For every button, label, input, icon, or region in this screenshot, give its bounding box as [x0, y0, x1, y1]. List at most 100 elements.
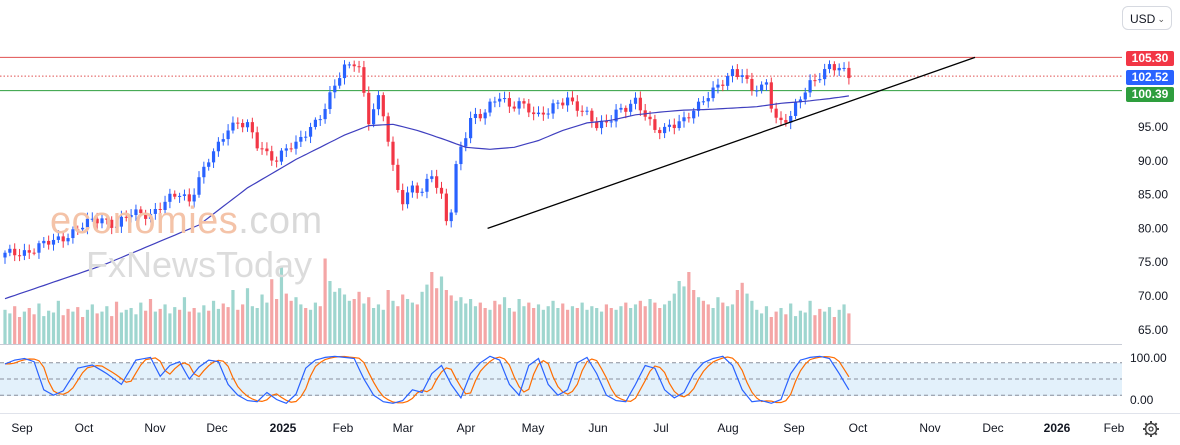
candle: [556, 99, 560, 110]
candle-body: [260, 148, 264, 150]
candle: [22, 243, 26, 261]
candlestick-series: [3, 60, 851, 264]
candle: [522, 98, 526, 109]
candle-body: [294, 141, 298, 149]
candle: [245, 119, 250, 132]
candle: [837, 63, 841, 77]
candle: [284, 144, 288, 158]
volume-bar: [391, 300, 395, 344]
gear-icon[interactable]: [1141, 419, 1161, 439]
candle-body: [551, 103, 555, 114]
volume-bar: [561, 303, 565, 344]
volume-bar: [672, 293, 676, 344]
candle-body: [158, 209, 162, 211]
volume-bar: [37, 303, 41, 344]
candle-body: [677, 121, 681, 129]
candle-body: [614, 109, 618, 122]
candle-body: [527, 103, 531, 113]
watermark-fxnewstoday: FxNewsToday: [86, 244, 313, 285]
candle: [507, 91, 511, 113]
volume-bar: [624, 302, 628, 344]
volume-bar: [803, 312, 807, 344]
volume-bar: [139, 302, 143, 344]
candle: [333, 79, 337, 99]
chevron-down-icon: ⌄: [1157, 14, 1165, 24]
volume-bar: [178, 309, 182, 344]
candle: [541, 106, 545, 121]
candle: [760, 81, 764, 94]
volume-bar: [85, 309, 90, 344]
time-tick-label: 2025: [270, 421, 297, 435]
candle: [570, 91, 575, 105]
candle-body: [231, 122, 235, 131]
volume-bar: [313, 302, 317, 344]
candle-body: [473, 113, 478, 119]
candle: [784, 113, 788, 127]
volume-bar: [818, 308, 822, 344]
volume-bar: [512, 311, 516, 344]
volume-bar: [410, 302, 414, 344]
candle-body: [410, 185, 414, 193]
candle-body: [245, 122, 250, 128]
candle-body: [405, 192, 410, 205]
candle: [372, 103, 376, 128]
volume-bar: [323, 258, 327, 344]
last-price-label: 102.52: [1126, 70, 1174, 85]
time-tick-label: Nov: [144, 421, 165, 435]
candle: [90, 212, 94, 222]
volume-bar: [551, 300, 555, 344]
candle-body: [730, 69, 735, 77]
candle: [56, 230, 60, 243]
volume-bar: [216, 308, 220, 344]
volume-bar: [95, 313, 99, 344]
candle: [672, 118, 676, 135]
candle-body: [439, 187, 444, 194]
volume-bar: [168, 313, 172, 344]
candle-body: [90, 218, 94, 220]
volume-bar: [294, 297, 298, 344]
candle: [207, 158, 211, 171]
time-tick-label: Feb: [333, 421, 354, 435]
candle-body: [134, 209, 138, 216]
candle-body: [236, 122, 240, 124]
stoch-tick-label: 0.00: [1130, 393, 1154, 407]
candle: [687, 112, 691, 123]
volume-bar: [692, 290, 696, 344]
volume-bar: [90, 304, 94, 344]
volume-bar: [420, 291, 424, 344]
candle: [37, 240, 41, 259]
volume-bar: [532, 308, 536, 344]
candle-body: [202, 166, 206, 178]
currency-selector-button[interactable]: USD ⌄: [1122, 6, 1172, 30]
candle: [231, 116, 235, 134]
candle-body: [789, 115, 793, 123]
candle: [527, 99, 531, 118]
candle: [13, 243, 17, 262]
volume-bar: [66, 308, 70, 344]
time-tick-label: Oct: [849, 421, 868, 435]
stoch-level-lines: [0, 362, 1122, 396]
candle: [105, 215, 109, 225]
candle: [823, 63, 827, 86]
volume-bar: [105, 306, 109, 344]
volume-bar: [260, 294, 264, 344]
volume-bar: [837, 309, 841, 344]
candle-body: [633, 97, 638, 104]
volume-bar: [284, 293, 288, 344]
candle-body: [333, 85, 337, 93]
volume-bar: [750, 300, 754, 344]
volume-bar: [13, 306, 17, 344]
volume-bar: [289, 300, 293, 344]
candle-body: [76, 229, 80, 231]
volume-bar: [769, 317, 773, 344]
candle: [696, 98, 701, 117]
candle: [653, 114, 657, 133]
stoch-k-line: [4, 355, 850, 404]
candle: [236, 117, 240, 130]
time-tick-label: Feb: [1104, 421, 1125, 435]
volume-bar: [386, 290, 390, 344]
candle: [624, 105, 628, 119]
volume-bar: [134, 314, 138, 344]
volume-bar: [376, 304, 381, 344]
